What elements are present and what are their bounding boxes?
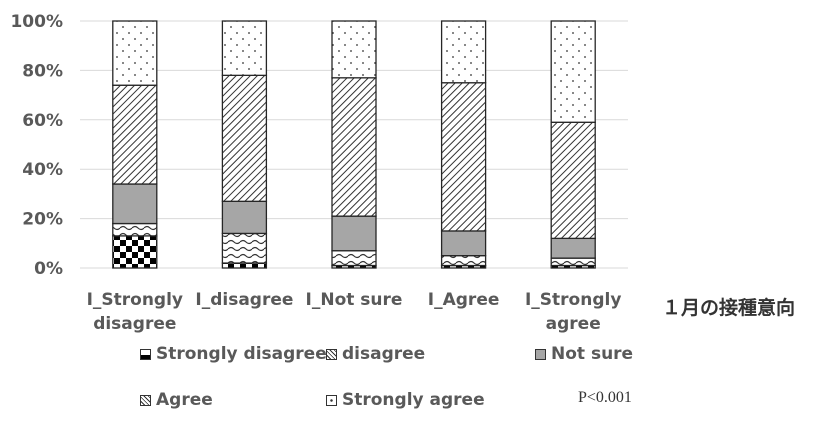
bar-segment-disagree <box>440 254 487 267</box>
x-category-label: I_Not sure <box>306 290 403 310</box>
bar-segment-strongly-agree <box>440 20 487 84</box>
x-category-label: I_Strongly disagree <box>87 290 183 334</box>
bars <box>112 20 596 269</box>
bar-segment-agree <box>331 77 377 217</box>
legend-item-not-sure: Not sure <box>535 344 633 364</box>
x-axis-categories: I_Strongly disagree I_disagree I_Not sure I_… <box>87 290 622 334</box>
legend-label: disagree <box>342 344 426 364</box>
legend-label: Strongly agree <box>342 390 485 410</box>
bar-segment-not-sure <box>221 200 268 235</box>
legend-swatch <box>140 394 151 406</box>
bar-segment-not-sure <box>112 183 158 225</box>
y-tick-label: 0% <box>34 259 63 279</box>
legend-label: Agree <box>156 390 213 410</box>
bar-segment-disagree <box>221 232 268 264</box>
bar-segment-not-sure <box>550 237 596 259</box>
x-category-label: I_disagree <box>195 290 293 310</box>
bar-segment-strongly-agree <box>550 20 596 123</box>
legend-item-agree: Agree <box>140 390 213 410</box>
bar-segment-agree <box>112 84 158 185</box>
legend-label: Not sure <box>551 344 634 364</box>
y-tick-label: 60% <box>22 111 63 131</box>
legend-swatch <box>140 348 151 360</box>
bar-segment-agree <box>440 82 487 232</box>
legend-item-strongly-agree: Strongly agree <box>326 390 485 410</box>
bar-segment-agree <box>221 74 268 202</box>
bar-segment-strongly-agree <box>112 20 158 86</box>
bar-segment-strongly-agree <box>221 20 268 76</box>
bar-segment-disagree <box>112 222 158 237</box>
legend-item-strongly-disagree: Strongly disagree <box>140 344 327 364</box>
legend-swatch <box>535 348 546 360</box>
y-axis-ticks: 0% 20% 40% 60% 80% 100% <box>10 12 63 279</box>
legend-swatch <box>326 394 337 406</box>
bar-segment-not-sure <box>331 215 377 252</box>
bar-segment-strongly-disagree <box>221 262 268 269</box>
legend-label: Strongly disagree <box>156 344 327 364</box>
y-tick-label: 80% <box>22 61 63 81</box>
legend-item-disagree: disagree <box>326 344 425 364</box>
x-category-label: I_Strongly agree <box>525 290 621 334</box>
bar-segment-strongly-disagree <box>112 235 158 269</box>
p-value-annotation: P<0.001 <box>578 389 632 406</box>
y-tick-label: 100% <box>10 12 63 32</box>
y-tick-label: 40% <box>22 160 63 180</box>
bar-segment-disagree <box>550 257 596 267</box>
bar-segment-strongly-agree <box>331 20 377 79</box>
x-category-label: I_Agree <box>428 290 500 310</box>
bar-segment-not-sure <box>440 230 487 257</box>
bar-segment-disagree <box>331 250 377 267</box>
legend-swatch <box>326 348 337 360</box>
bar-segment-agree <box>550 121 596 240</box>
y-tick-label: 20% <box>22 210 63 230</box>
x-axis-title: １月の接種意向 <box>662 297 796 319</box>
